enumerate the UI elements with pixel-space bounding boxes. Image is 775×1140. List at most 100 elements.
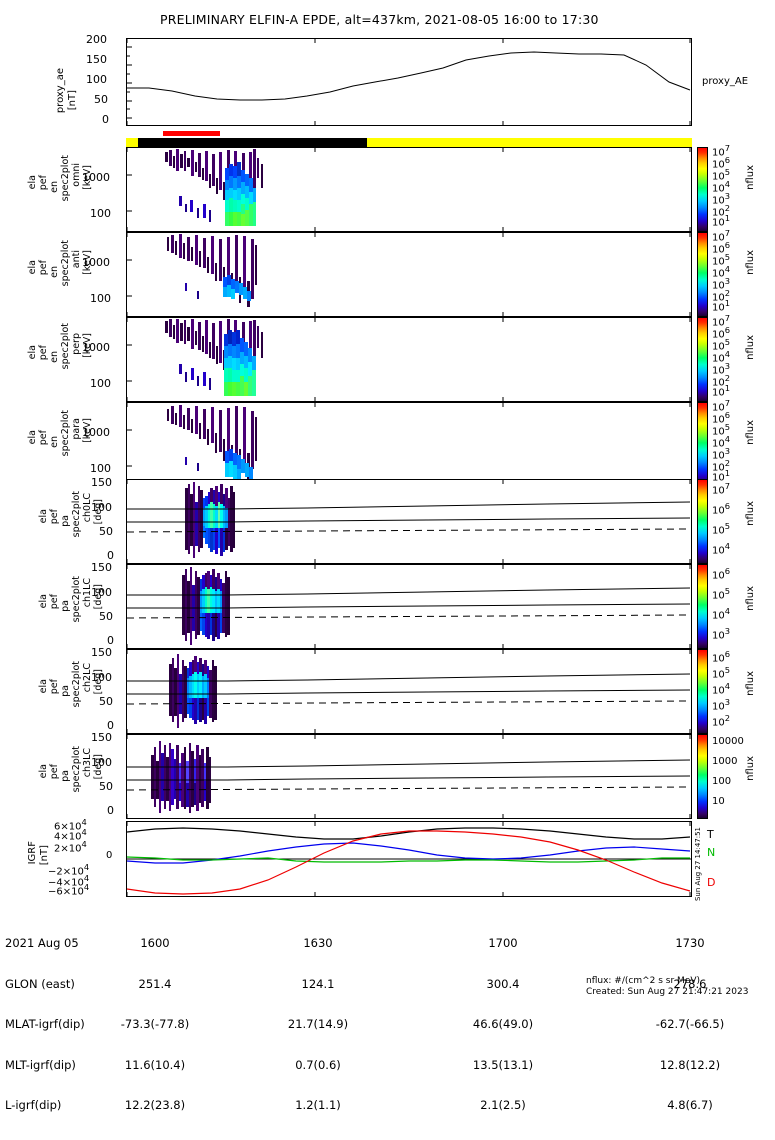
pa-ch1-plot-area <box>126 564 692 649</box>
pa-ch3-ytick-0: 0 <box>107 804 114 817</box>
status-marker-red <box>163 131 220 136</box>
bottom-c3-r4: 4.8(6.7) <box>667 1098 713 1112</box>
cb-omni-t6: 101 <box>712 213 731 229</box>
colorbar-ch1lc <box>697 564 708 649</box>
cb-ch3-t0: 10000 <box>712 736 744 747</box>
pa-ch0-ytick-150: 150 <box>91 476 112 489</box>
cb-perp-t4: 103 <box>712 361 731 377</box>
lbl-anti-0: ela <box>27 260 38 275</box>
cb-anti-t0: 107 <box>712 228 731 244</box>
colorbar-omni-label: nflux <box>745 165 756 190</box>
cb-para-t2: 105 <box>712 422 731 438</box>
bottom-col-1600: 1600 251.4 -73.3(-77.8) 11.6(10.4) 12.2(… <box>110 910 200 1140</box>
colorbar-ch2lc-label: nflux <box>745 671 756 696</box>
igrf-ytick-p6: 6×104 <box>54 817 87 833</box>
cb-ch2-t1: 105 <box>712 665 731 681</box>
proxy-ae-right-label: proxy_AE <box>702 76 749 87</box>
lbl-anti-3: spec2plot <box>60 240 71 287</box>
cb-perp-t1: 106 <box>712 325 731 341</box>
bottom-c1-r4: 1.2(1.1) <box>295 1098 341 1112</box>
cb-ch1-t2: 104 <box>712 606 731 622</box>
spec-anti-ytick-1000: 1000 <box>82 256 110 269</box>
pa-ch3-data <box>127 735 691 818</box>
bottom-c3-r2: -62.7(-66.5) <box>655 1017 725 1031</box>
cb-ch2-t2: 104 <box>712 681 731 697</box>
status-segment-black <box>138 138 367 147</box>
cb-ch2-t4: 102 <box>712 713 731 729</box>
cb-para-t5: 102 <box>712 458 731 474</box>
colorbar-perp-ticks: 107 106 105 104 103 102 101 <box>712 313 731 398</box>
lbl-ch2-3: spec2plot <box>71 661 82 708</box>
colorbar-omni-ticks: 107 106 105 104 103 102 101 <box>712 143 731 229</box>
spec-para-plot-area <box>126 402 692 487</box>
spec-perp-plot-area <box>126 317 692 402</box>
cb-perp-t5: 102 <box>712 373 731 389</box>
spec-omni-ytick-1000: 1000 <box>82 171 110 184</box>
bottom-c2-r2: 46.6(49.0) <box>472 1017 534 1031</box>
cb-anti-t5: 102 <box>712 288 731 304</box>
lbl-para-4: para <box>71 418 82 440</box>
spec-panel-ch3lc-labels: ela pef pa spec2plot ch3LC [deg] <box>28 740 124 820</box>
bottom-c1-r1: 124.1 <box>301 976 335 991</box>
colorbar-perp <box>697 317 708 402</box>
colorbar-ch1lc-label: nflux <box>745 586 756 611</box>
pa-ch3-plot-area <box>126 734 692 819</box>
pa-ch2-ytick-150: 150 <box>91 646 112 659</box>
cb-ch0-t2: 105 <box>712 521 731 537</box>
lbl-ch0-4: ch0LC <box>82 493 93 523</box>
cb-para-t0: 107 <box>712 398 731 414</box>
colorbar-para <box>697 402 708 487</box>
spec-panel-ch0lc-labels: ela pef pa spec2plot ch0LC [deg] <box>28 485 124 565</box>
bottom-c3-r3: 12.8(12.2) <box>659 1057 721 1072</box>
bottom-c0-r2: -73.3(-77.8) <box>120 1017 190 1031</box>
colorbar-para-ticks: 107 106 105 104 103 102 101 <box>712 398 731 483</box>
lbl-ch2-4: ch2LC <box>82 663 93 693</box>
lbl-omni-4: omni <box>71 163 82 187</box>
spec-omni-plot-area <box>126 147 692 232</box>
cb-ch0-t0: 107 <box>712 481 731 497</box>
cb-ch0-t1: 106 <box>712 501 731 517</box>
bottom-c1-r2: 21.7(14.9) <box>287 1017 349 1031</box>
lbl-ch1-1: pef <box>49 594 60 610</box>
spec-perp-data <box>127 318 691 401</box>
bottom-c2-r0: 1700 <box>488 936 518 950</box>
lbl-ch3-3: spec2plot <box>71 746 82 793</box>
cb-ch1-t0: 106 <box>712 566 731 582</box>
pa-ch3-ytick-150: 150 <box>91 731 112 744</box>
cb-ch3-t2: 100 <box>712 776 732 787</box>
spec-para-data <box>127 403 691 486</box>
lbl-omni-1: pef <box>38 175 49 191</box>
lbl-ch3-2: pa <box>60 770 71 782</box>
cb-ch2-t3: 103 <box>712 697 731 713</box>
spec-panel-ch2lc-labels: ela pef pa spec2plot ch2LC [deg] <box>28 655 124 735</box>
cb-anti-t6: 101 <box>712 298 731 314</box>
pa-ch2-ytick-50: 50 <box>99 695 113 708</box>
lbl-perp-5: [keV] <box>82 333 93 358</box>
proxy-ae-plot-area <box>126 38 692 126</box>
footer-created: Created: Sun Aug 27 21:47:21 2023 <box>586 987 749 997</box>
proxy-ae-ytick-50: 50 <box>94 93 108 106</box>
bottom-c1-r0: 1630 <box>303 936 333 950</box>
igrf-ytick-m4: −4×104 <box>48 873 90 889</box>
pa-ch0-data <box>127 480 691 563</box>
igrf-panel: IGRF [nT] 6×104 4×104 2×104 0 −2×104 −4×… <box>0 817 775 909</box>
colorbar-ch1lc-ticks: 106 105 104 103 <box>712 566 730 646</box>
lbl-ch1-0: ela <box>38 594 49 609</box>
igrf-traces <box>127 822 691 896</box>
colorbar-ch3lc <box>697 734 708 819</box>
igrf-ytick-p4: 4×104 <box>54 827 87 843</box>
igrf-plot-area <box>126 821 692 897</box>
spec-perp-ytick-100: 100 <box>90 377 111 390</box>
proxy-ae-ytick-150: 150 <box>86 53 107 66</box>
pa-ch3-ytick-50: 50 <box>99 780 113 793</box>
lbl-omni-5: [keV] <box>82 165 93 190</box>
pa-ch0-ytick-50: 50 <box>99 525 113 538</box>
bottom-label-date: 2021 Aug 05 <box>5 936 79 950</box>
lbl-anti-2: en <box>49 266 60 278</box>
bottom-c0-r4: 12.2(23.8) <box>124 1098 186 1112</box>
lbl-anti-5: [keV] <box>82 250 93 275</box>
spec-panel-para-labels: ela pef en spec2plot para [keV] <box>27 408 124 488</box>
lbl-para-3: spec2plot <box>60 410 71 457</box>
bottom-c0-r1: 251.4 <box>138 976 172 991</box>
cb-omni-t5: 102 <box>712 203 731 219</box>
